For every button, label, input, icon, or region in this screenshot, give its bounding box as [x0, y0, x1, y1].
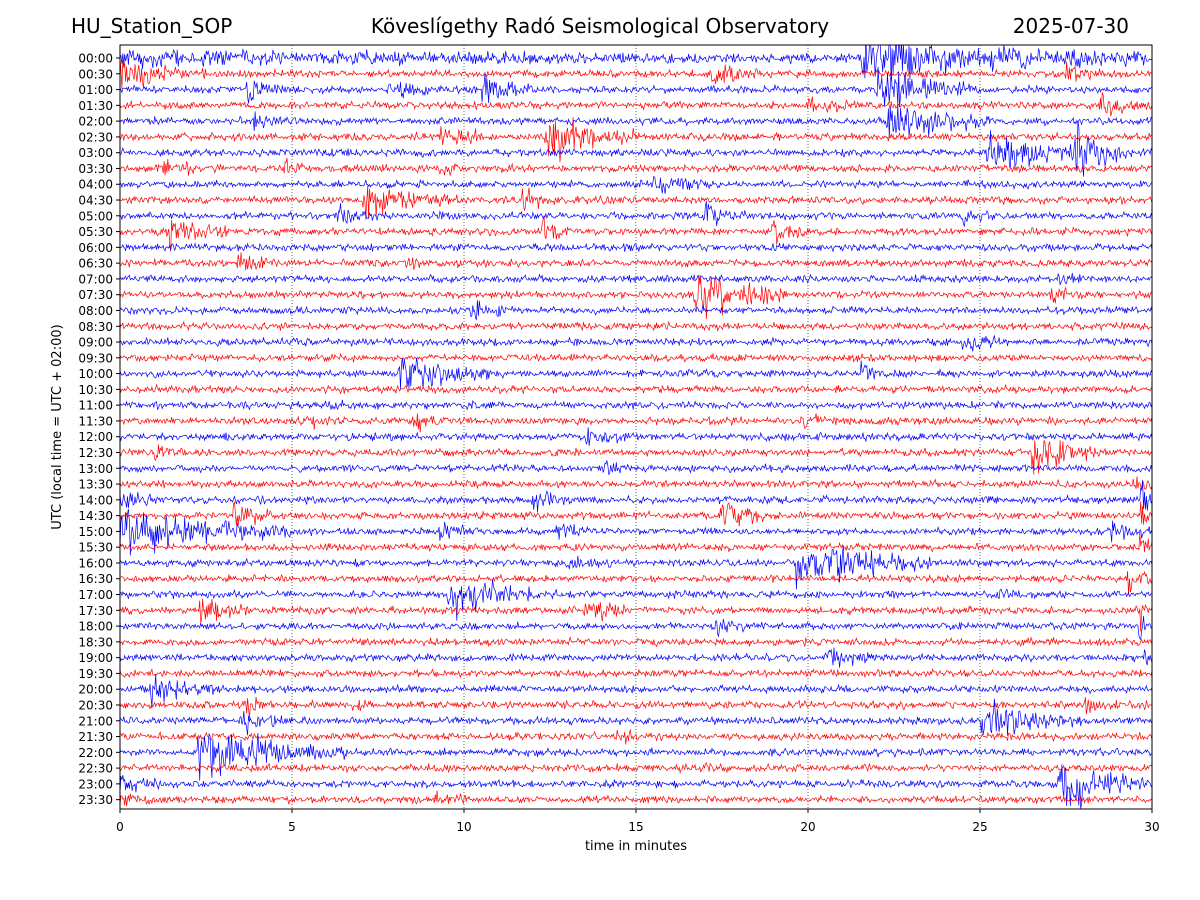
trace-1930	[120, 669, 1152, 677]
y-tick-label: 06:30	[78, 257, 113, 271]
y-tick-label: 07:30	[78, 288, 113, 302]
y-tick-label: 13:00	[78, 462, 113, 476]
y-axis-label: UTC (local time = UTC + 02:00)	[50, 324, 65, 529]
y-tick-label: 19:00	[78, 651, 113, 665]
y-tick-label: 08:30	[78, 320, 113, 334]
x-tick-label: 5	[288, 820, 296, 834]
y-tick-label: 20:30	[78, 698, 113, 712]
x-tick-label: 25	[972, 820, 987, 834]
y-tick-label: 13:30	[78, 478, 113, 492]
trace-0200	[120, 105, 1152, 139]
y-tick-label: 18:30	[78, 635, 113, 649]
trace-1030	[120, 385, 1152, 394]
trace-0700	[120, 273, 1152, 285]
x-tick-label: 10	[456, 820, 471, 834]
y-tick-label: 03:00	[78, 146, 113, 160]
y-tick-label: 04:30	[78, 194, 113, 208]
y-tick-label: 01:00	[78, 83, 113, 97]
y-tick-label: 11:30	[78, 414, 113, 428]
vertical-grid	[292, 45, 980, 809]
y-tick-label: 02:30	[78, 130, 113, 144]
y-tick-label: 15:30	[78, 541, 113, 555]
y-tick-label: 08:00	[78, 304, 113, 318]
y-tick-label: 10:30	[78, 383, 113, 397]
x-axis-label: time in minutes	[585, 839, 687, 854]
y-tick-label: 17:30	[78, 604, 113, 618]
y-tick-label: 10:00	[78, 367, 113, 381]
y-tick-label: 01:30	[78, 99, 113, 113]
y-tick-label: 09:30	[78, 351, 113, 365]
trace-0130	[120, 92, 1152, 116]
trace-0600	[120, 243, 1152, 252]
y-tick-label: 20:00	[78, 683, 113, 697]
trace-1200	[120, 427, 1152, 446]
x-tick-label: 20	[800, 820, 815, 834]
y-tick-label: 11:00	[78, 399, 113, 413]
trace-0400	[120, 177, 1152, 194]
y-tick-label: 09:00	[78, 336, 113, 350]
y-tick-label: 07:00	[78, 272, 113, 286]
y-tick-label: 15:00	[78, 525, 113, 539]
trace-layer	[120, 32, 1152, 809]
y-tick-label: 06:00	[78, 241, 113, 255]
y-tick-label: 05:30	[78, 225, 113, 239]
y-tick-label: 23:30	[78, 793, 113, 807]
y-tick-label: 18:00	[78, 620, 113, 634]
y-tick-label: 16:30	[78, 572, 113, 586]
y-tick-label: 12:00	[78, 430, 113, 444]
x-tick-label: 0	[116, 820, 124, 834]
y-tick-label: 21:30	[78, 730, 113, 744]
y-tick-label: 00:00	[78, 52, 113, 66]
y-tick-label: 22:00	[78, 746, 113, 760]
y-tick-label: 05:00	[78, 209, 113, 223]
y-tick-label: 16:00	[78, 556, 113, 570]
y-tick-label: 14:30	[78, 509, 113, 523]
x-tick-label: 15	[628, 820, 643, 834]
y-tick-label: 00:30	[78, 67, 113, 81]
y-tick-label: 02:00	[78, 115, 113, 129]
trace-0830	[120, 322, 1152, 331]
x-tick-labels: 0 5 10 15 20 25 30	[116, 809, 1159, 834]
y-tick-label: 03:30	[78, 162, 113, 176]
y-tick-label: 23:00	[78, 777, 113, 791]
x-tick-label: 30	[1144, 820, 1159, 834]
y-tick-label: 22:30	[78, 762, 113, 776]
y-tick-label: 04:00	[78, 178, 113, 192]
y-tick-label: 12:30	[78, 446, 113, 460]
y-tick-label: 17:00	[78, 588, 113, 602]
trace-0430	[120, 186, 1152, 220]
y-tick-label: 21:00	[78, 714, 113, 728]
y-tick-label: 19:30	[78, 667, 113, 681]
y-tick-label: 14:00	[78, 493, 113, 507]
